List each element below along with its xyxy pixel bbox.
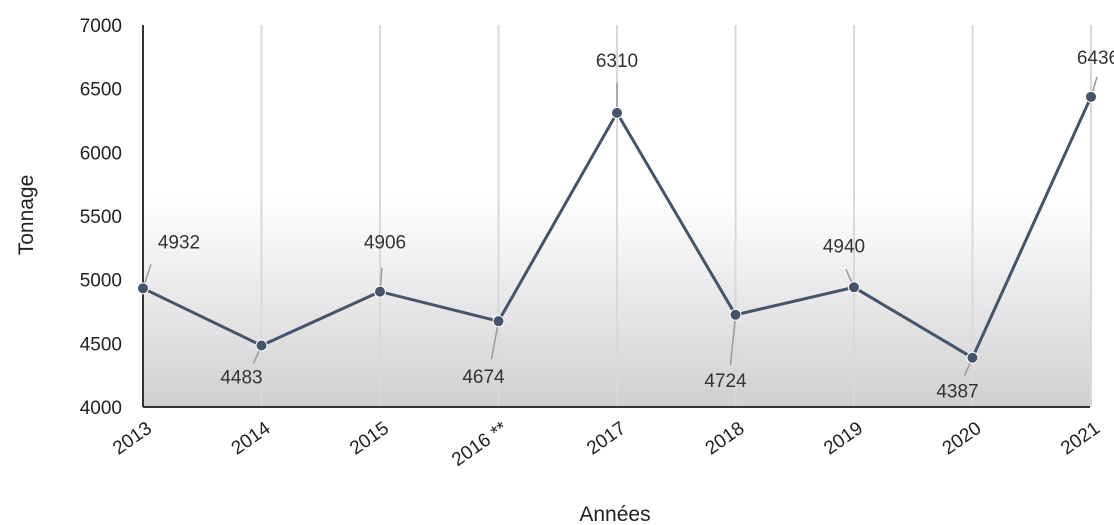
data-point (255, 339, 268, 352)
y-tick-label: 6000 (80, 143, 122, 164)
data-point (492, 315, 505, 328)
data-label: 4387 (936, 382, 978, 403)
data-label: 4906 (364, 233, 406, 254)
y-tick-label: 7000 (80, 16, 122, 37)
x-tick-label: 2016 ** (448, 418, 512, 471)
y-tick-label: 5500 (80, 207, 122, 228)
data-point (848, 281, 860, 294)
leader-line (490, 321, 500, 360)
data-label: 4483 (220, 367, 262, 388)
data-label: 4724 (704, 371, 747, 392)
data-point (137, 282, 149, 295)
y-tick-label: 4500 (80, 334, 122, 355)
data-label: 4940 (823, 236, 865, 257)
y-tick-label: 6500 (80, 80, 122, 101)
x-tick-label: 2017 (583, 418, 630, 459)
x-tick-label: 2018 (702, 418, 749, 459)
x-tick-label: 2021 (1057, 418, 1104, 459)
x-tick-labels: 2013 2014 2015 2016 ** 2017 2018 2019 2020 2021 (109, 418, 1104, 471)
data-point (966, 351, 979, 364)
x-tick-label: 2014 (228, 418, 275, 460)
axes (142, 25, 1090, 408)
data-point (729, 308, 742, 321)
data-point (611, 106, 623, 119)
x-tick-label: 2013 (109, 418, 156, 459)
data-points (137, 90, 1097, 364)
y-axis-title: Tonnage (15, 175, 38, 256)
x-tick-label: 2020 (939, 418, 986, 459)
data-point (374, 285, 386, 298)
data-point (1085, 90, 1097, 103)
x-tick-label: 2019 (820, 418, 867, 459)
data-labels: 4932 4483 4906 4674 6310 4724 4940 4387 6436 (158, 48, 1114, 403)
data-label: 6310 (596, 51, 638, 72)
leader-line (729, 314, 737, 365)
x-axis-title: Années (579, 503, 650, 525)
data-label: 4932 (158, 232, 200, 253)
data-label: 6436 (1077, 48, 1114, 69)
y-tick-labels: 4000 4500 5000 5500 6000 6500 7000 (80, 16, 122, 419)
x-tick-label: 2015 (346, 418, 393, 459)
y-tick-label: 5000 (80, 271, 122, 292)
y-tick-label: 4000 (80, 398, 122, 419)
data-label: 4674 (462, 367, 505, 388)
